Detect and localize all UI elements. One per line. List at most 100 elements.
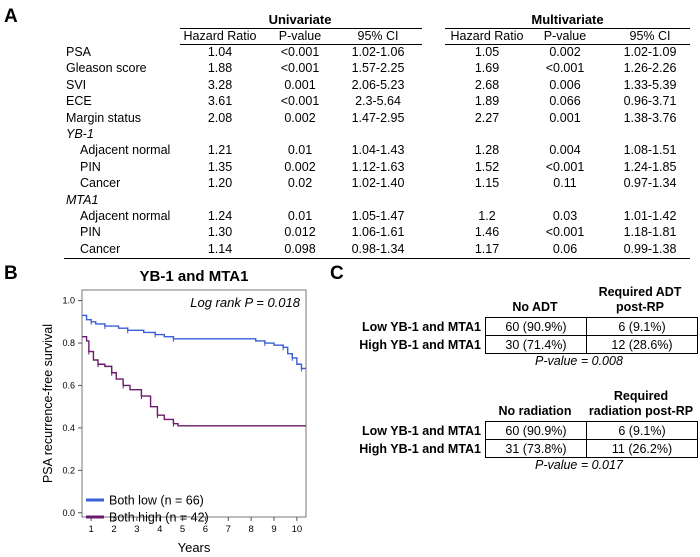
- panel-c-letter: C: [330, 263, 344, 284]
- log-rank-annotation: Log rank P = 0.018: [190, 295, 301, 310]
- univariate-column-header: 95% CI: [357, 29, 399, 43]
- row-label: High YB-1 and MTA1: [359, 337, 481, 352]
- table-cell: 1.69: [474, 61, 500, 76]
- row-label: PSA: [66, 45, 92, 59]
- table-cell: 31 (73.8%): [485, 439, 587, 458]
- table-cell: 2.08: [207, 110, 233, 125]
- y-tick-label: 0.8: [62, 338, 75, 348]
- table-cell: 1.04-1.43: [351, 143, 405, 158]
- x-axis-label: Years: [178, 540, 211, 555]
- table-cell: 1.21: [207, 143, 233, 158]
- table-cell: 0.06: [552, 241, 578, 256]
- table-cell: 1.89: [474, 94, 500, 109]
- table-cell: 1.24-1.85: [623, 159, 677, 174]
- table-cell: 1.26-2.26: [623, 61, 677, 76]
- table-cell: 1.20: [207, 176, 233, 191]
- table-cell: 1.33-5.39: [623, 77, 677, 92]
- row-label: Low YB-1 and MTA1: [362, 319, 481, 334]
- table-cell: 0.012: [284, 225, 316, 240]
- table-cell: 1.02-1.06: [351, 45, 405, 59]
- panel-a-letter: A: [4, 6, 18, 27]
- row-label: Adjacent normal: [80, 209, 171, 223]
- table-cell: 6 (9.1%): [586, 421, 698, 440]
- row-label: Low YB-1 and MTA1: [362, 423, 481, 438]
- table-cell: <0.001: [280, 45, 320, 59]
- row-label: MTA1: [66, 192, 99, 207]
- x-tick-label: 8: [248, 524, 253, 535]
- multivariate-column-header: Hazard Ratio: [450, 29, 524, 43]
- table-cell: 2.27: [474, 110, 500, 125]
- table-cell: 1.2: [478, 209, 496, 223]
- table-row: High YB-1 and MTA1 30 (71.4%) 12 (28.6%): [327, 335, 698, 354]
- table-cell: 0.004: [549, 143, 581, 158]
- hazard-ratio-table: Univariate Multivariate Hazard Ratio P-va…: [0, 0, 700, 260]
- row-label: YB-1: [66, 127, 94, 141]
- multivariate-rule: [445, 28, 690, 29]
- table-cell: 11 (26.2%): [586, 439, 698, 458]
- table-cell: 1.17: [474, 241, 500, 256]
- table-cell: 1.47-2.95: [351, 110, 405, 125]
- row-label: PIN: [80, 225, 101, 240]
- row-label: High YB-1 and MTA1: [359, 441, 481, 456]
- adt-col2-header-line1: Required ADT: [598, 285, 682, 299]
- table-cell: 0.02: [287, 176, 313, 191]
- row-label: ECE: [66, 94, 92, 109]
- x-tick-label: 10: [292, 524, 303, 535]
- table-cell: 1.14: [207, 241, 233, 256]
- adt-pvalue: P-value = 0.008: [535, 354, 623, 368]
- table-cell: 2.06-5.23: [351, 77, 405, 92]
- radiation-col2-header-line2: radiation post-RP: [588, 404, 694, 418]
- table-cell: 1.08-1.51: [623, 143, 677, 158]
- table-cell: 1.46: [474, 225, 500, 240]
- table-cell: 1.28: [474, 143, 500, 158]
- table-cell: 1.04: [207, 45, 233, 59]
- univariate-column-header: P-value: [278, 29, 322, 43]
- univariate-column-header: Hazard Ratio: [183, 29, 257, 43]
- table-cell: 0.98-1.34: [351, 241, 405, 256]
- series-line-both-low: [82, 314, 306, 370]
- header-bottom-rule-right: [445, 44, 690, 45]
- table-cell: 0.01: [287, 143, 313, 158]
- x-tick-label: 6: [203, 524, 208, 535]
- legend-label: Both low (n = 66): [109, 494, 204, 508]
- table-cell: 0.006: [549, 77, 581, 92]
- table-row: Low YB-1 and MTA1 60 (90.9%) 6 (9.1%): [327, 317, 698, 336]
- table-cell: <0.001: [280, 94, 320, 109]
- series-line-both-high: [82, 335, 306, 427]
- table-cell: <0.001: [545, 61, 585, 76]
- radiation-pvalue: P-value = 0.017: [535, 458, 623, 472]
- x-tick-label: 9: [271, 524, 276, 535]
- table-cell: 2.3-5.64: [355, 94, 401, 109]
- x-tick-label: 5: [180, 524, 185, 535]
- table-cell: 1.30: [207, 225, 233, 240]
- chart-title: YB-1 and MTA1: [140, 268, 249, 285]
- table-cell: 3.28: [207, 77, 233, 92]
- y-tick-label: 0.0: [62, 508, 75, 518]
- table-cell: 0.002: [284, 159, 316, 174]
- radiation-col2-header: Required radiation post-RP: [585, 389, 697, 419]
- kaplan-meier-chart: YB-1 and MTA1 0.0 0.2 0.4 0.6 0.8 1.0 1 2 3 4 5 6 7 8 9…: [41, 268, 307, 555]
- table-cell: 1.12-1.63: [351, 159, 405, 174]
- table-row: High YB-1 and MTA1 31 (73.8%) 11 (26.2%): [327, 439, 698, 458]
- x-tick-label: 3: [134, 524, 139, 535]
- table-cell: 1.57-2.25: [351, 61, 405, 76]
- table-cell: 30 (71.4%): [485, 335, 587, 354]
- multivariate-column-header: 95% CI: [629, 29, 671, 43]
- table-cell: 12 (28.6%): [586, 335, 698, 354]
- table-cell: 0.01: [287, 209, 313, 223]
- x-tick-label: 1: [88, 524, 93, 535]
- legend-label: Both high (n = 42): [109, 511, 209, 525]
- row-label: Margin status: [66, 110, 142, 125]
- table-cell: 3.61: [207, 94, 233, 109]
- table-cell: 0.001: [549, 110, 581, 125]
- table-cell: 0.001: [284, 77, 316, 92]
- table-cell: 1.02-1.40: [351, 176, 405, 191]
- table-cell: <0.001: [545, 225, 585, 240]
- table-cell: 1.24: [207, 209, 233, 223]
- table-cell: 1.01-1.42: [623, 209, 677, 223]
- univariate-header: Univariate: [268, 12, 332, 27]
- table-cell: 0.066: [549, 94, 581, 109]
- x-tick-label: 4: [157, 524, 162, 535]
- table-cell: 1.05-1.47: [351, 209, 405, 223]
- row-label: Adjacent normal: [80, 143, 171, 158]
